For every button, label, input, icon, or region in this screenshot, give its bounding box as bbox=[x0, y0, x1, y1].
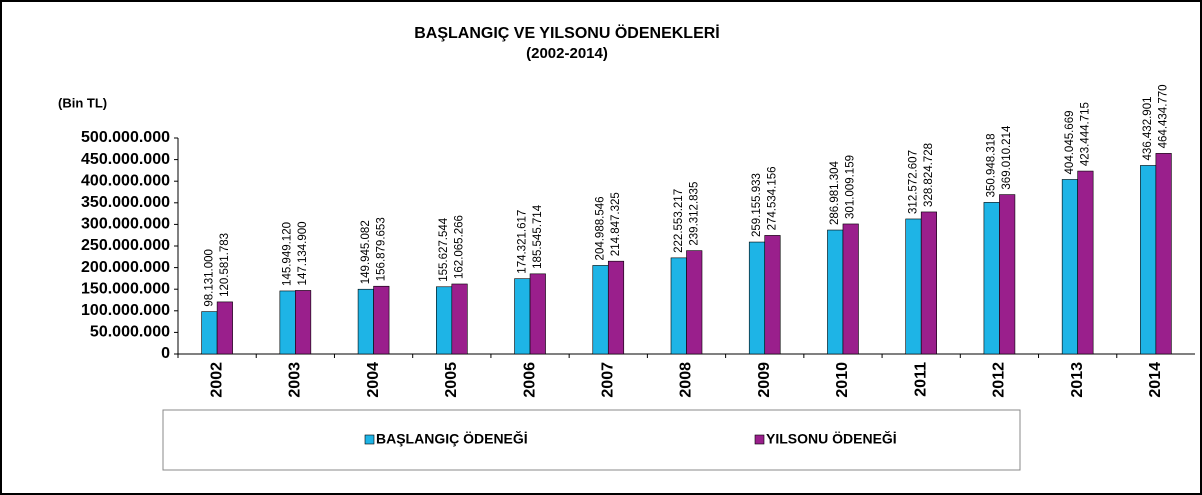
bar bbox=[279, 290, 296, 355]
bar bbox=[373, 285, 390, 355]
bar bbox=[529, 273, 546, 355]
bar bbox=[764, 235, 781, 355]
chart-title: BAŞLANGIÇ VE YILSONU ÖDENEKLERİ bbox=[414, 23, 720, 42]
bar bbox=[592, 265, 609, 355]
x-tick-label: 2004 bbox=[365, 362, 382, 398]
value-label: 423.444.715 bbox=[1079, 102, 1091, 166]
bar bbox=[201, 311, 218, 355]
value-label: 147.134.900 bbox=[297, 221, 309, 285]
y-tick-label: 300.000.000 bbox=[81, 216, 170, 233]
y-tick-label: 200.000.000 bbox=[81, 259, 170, 276]
x-tick-label: 2012 bbox=[991, 362, 1008, 398]
x-tick-label: 2006 bbox=[521, 362, 538, 398]
bar bbox=[670, 257, 687, 355]
value-label: 214.847.325 bbox=[610, 192, 622, 256]
legend-box bbox=[162, 409, 1021, 471]
value-label: 464.434.770 bbox=[1158, 84, 1170, 148]
value-label: 328.824.728 bbox=[923, 143, 935, 207]
bar bbox=[295, 290, 312, 355]
bar bbox=[983, 202, 1000, 355]
chart-subtitle: (2002-2014) bbox=[526, 45, 608, 62]
value-label: 162.065.266 bbox=[454, 215, 466, 279]
value-label: 156.879.653 bbox=[375, 217, 387, 281]
bar bbox=[827, 229, 844, 355]
bar bbox=[451, 283, 468, 355]
x-tick-label: 2002 bbox=[208, 362, 225, 398]
y-axis-label: (Bin TL) bbox=[58, 95, 107, 110]
bar bbox=[1140, 165, 1157, 355]
bar bbox=[905, 218, 922, 355]
legend-label: BAŞLANGIÇ ÖDENEĞİ bbox=[376, 430, 528, 447]
x-tick-label: 2010 bbox=[834, 362, 851, 398]
x-tick-label: 2007 bbox=[599, 362, 616, 398]
value-label: 259.155.933 bbox=[751, 173, 763, 237]
bar bbox=[514, 278, 531, 355]
bar bbox=[607, 260, 625, 355]
bar bbox=[1061, 179, 1078, 355]
value-label: 222.553.217 bbox=[673, 189, 685, 253]
x-tick-label: 2005 bbox=[443, 362, 460, 398]
x-tick-label: 2014 bbox=[1147, 362, 1164, 398]
legend-swatch bbox=[364, 434, 375, 445]
value-label: 185.545.714 bbox=[532, 204, 544, 269]
x-tick-label: 2009 bbox=[756, 362, 773, 398]
y-tick-label: 500.000.000 bbox=[81, 129, 170, 146]
value-label: 98.131.000 bbox=[203, 249, 215, 307]
y-tick-label: 100.000.000 bbox=[81, 302, 170, 319]
bar bbox=[357, 288, 374, 355]
bar bbox=[1077, 170, 1094, 355]
value-label: 174.321.617 bbox=[516, 210, 528, 274]
x-tick-label: 2013 bbox=[1069, 362, 1086, 398]
value-label: 274.534.156 bbox=[767, 166, 779, 230]
bar bbox=[686, 250, 703, 355]
bar bbox=[999, 194, 1016, 355]
bar bbox=[1155, 153, 1172, 355]
value-label: 239.312.835 bbox=[688, 182, 700, 246]
value-label: 286.981.304 bbox=[829, 160, 841, 225]
x-tick-label: 2003 bbox=[287, 362, 304, 398]
value-label: 404.045.669 bbox=[1064, 110, 1076, 174]
value-label: 350.948.318 bbox=[986, 133, 998, 197]
value-label: 312.572.607 bbox=[907, 150, 919, 214]
legend-label: YILSONU ÖDENEĞİ bbox=[766, 430, 897, 447]
bar bbox=[920, 211, 937, 355]
bar bbox=[748, 241, 766, 355]
y-tick-label: 400.000.000 bbox=[81, 172, 170, 189]
bar bbox=[842, 223, 859, 355]
y-tick-label: 0 bbox=[161, 345, 170, 362]
bar bbox=[216, 301, 233, 355]
value-label: 204.988.546 bbox=[595, 196, 607, 260]
value-label: 120.581.783 bbox=[219, 233, 231, 297]
value-label: 155.627.544 bbox=[438, 217, 450, 282]
value-label: 369.010.214 bbox=[1001, 125, 1013, 190]
value-label: 436.432.901 bbox=[1142, 97, 1154, 161]
value-label: 301.009.159 bbox=[845, 155, 857, 219]
y-tick-label: 450.000.000 bbox=[81, 151, 170, 168]
x-tick-label: 2011 bbox=[912, 362, 929, 397]
value-label: 145.949.120 bbox=[282, 222, 294, 286]
y-tick-label: 150.000.000 bbox=[81, 280, 170, 297]
value-label: 149.945.082 bbox=[360, 220, 372, 284]
bar bbox=[436, 286, 453, 355]
y-tick-label: 50.000.000 bbox=[90, 324, 170, 341]
y-tick-label: 350.000.000 bbox=[81, 194, 170, 211]
x-tick-label: 2008 bbox=[678, 362, 695, 398]
y-tick-label: 250.000.000 bbox=[81, 237, 170, 254]
legend-swatch bbox=[754, 434, 765, 445]
